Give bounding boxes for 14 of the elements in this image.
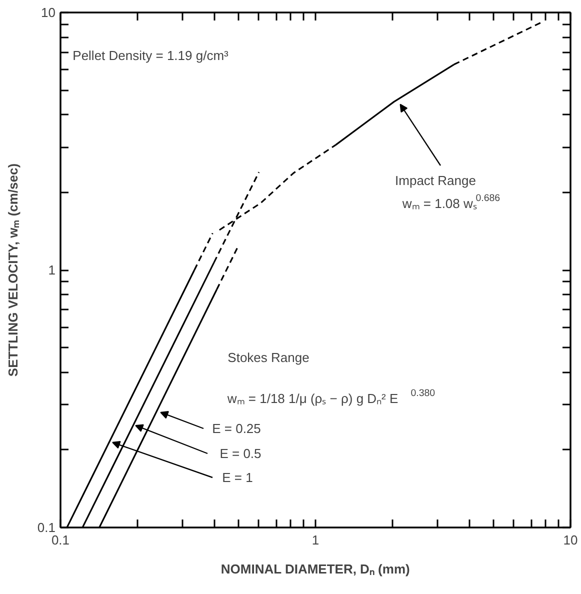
x-axis-title: NOMINAL DIAMETER, Dₙ (mm)	[220, 562, 410, 576]
annotation: E = 1	[222, 470, 253, 485]
y-tick-label: 1	[48, 262, 56, 278]
y-axis-title: SETTLING VELOCITY, wₘ (cm/sec)	[5, 163, 20, 377]
x-tick-label: 1	[312, 532, 320, 548]
annotation: Stokes Range	[228, 350, 310, 365]
annotation: Impact Range	[395, 173, 476, 188]
annotation: E = 0.25	[212, 421, 261, 436]
annotation: E = 0.5	[220, 446, 262, 461]
x-tick-label: 10	[563, 532, 578, 548]
y-tick-label: 10	[41, 5, 56, 20]
annotation: Pellet Density = 1.19 g/cm³	[72, 48, 230, 63]
x-tick-label: 0.1	[51, 532, 70, 548]
y-tick-label: 0.1	[37, 520, 56, 535]
